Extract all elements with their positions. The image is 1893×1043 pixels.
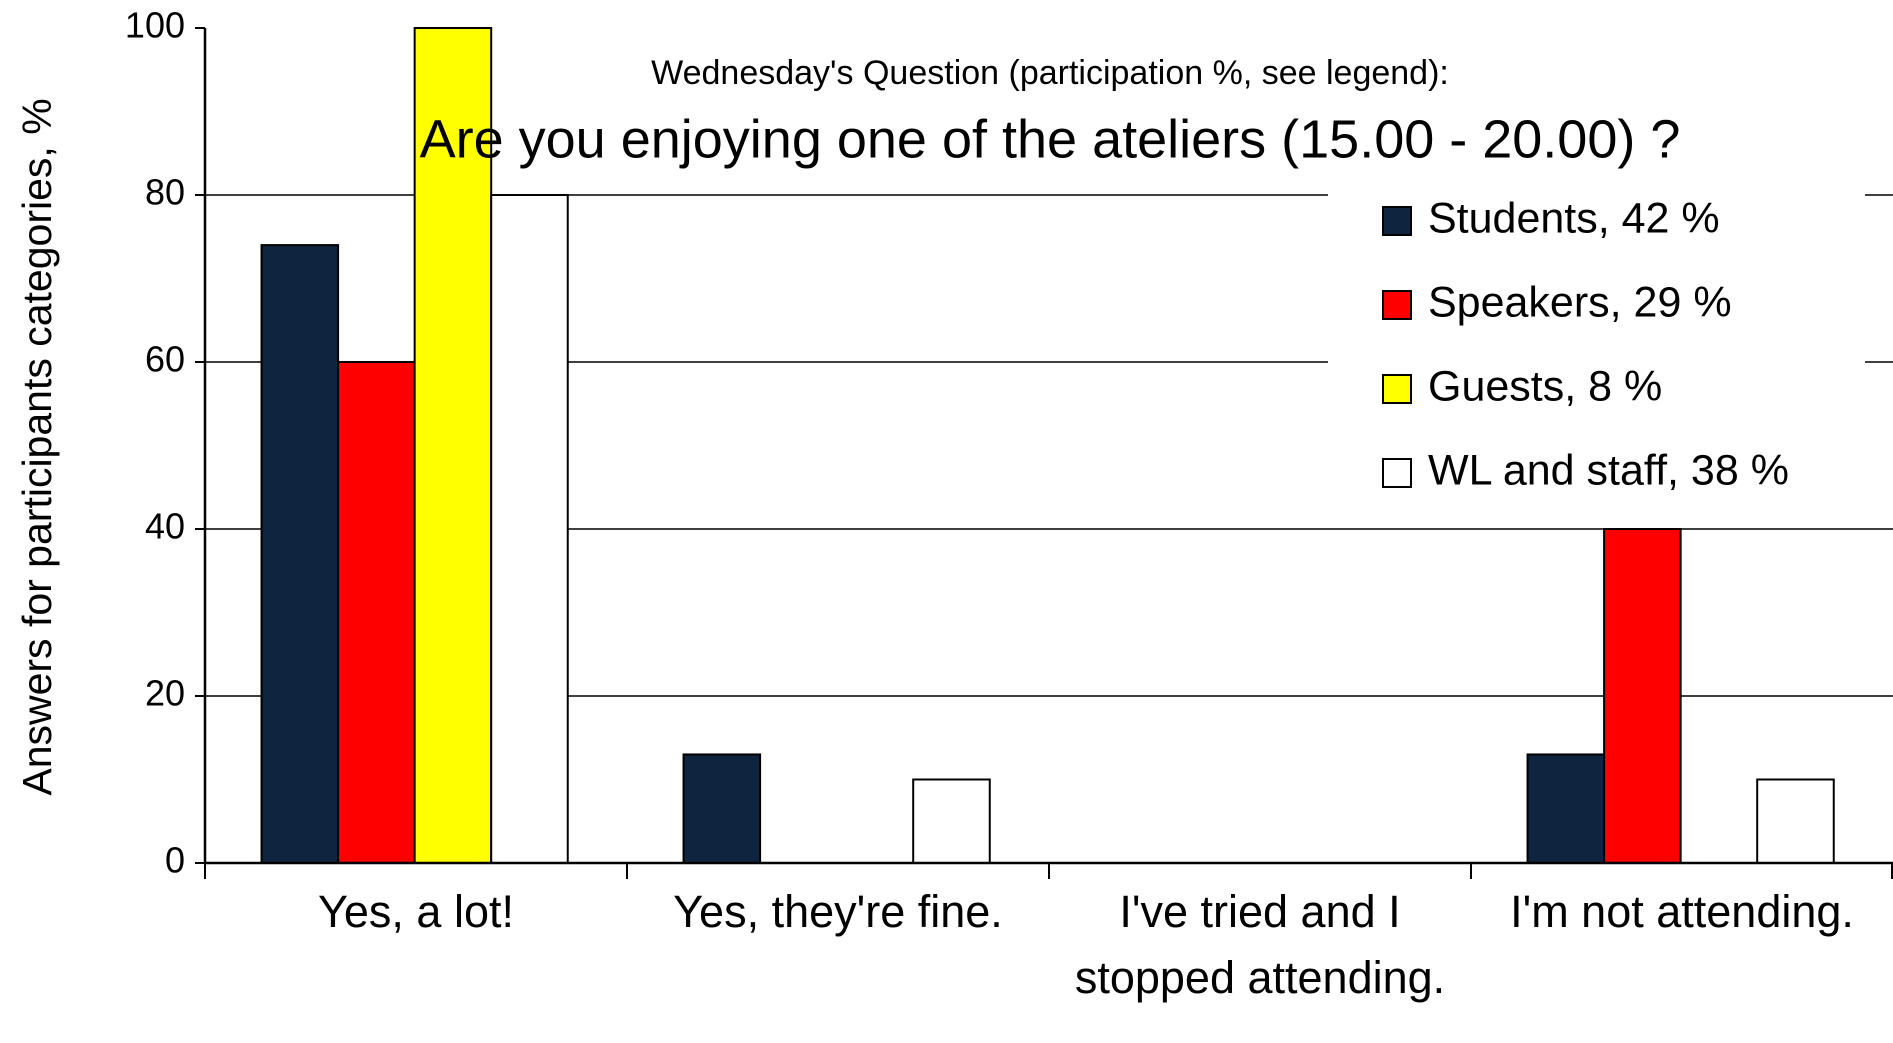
bar xyxy=(912,778,991,864)
x-tick-label-line: I've tried and I xyxy=(1119,886,1400,937)
x-tick-label: I've tried and I stopped attending. xyxy=(1075,886,1445,1003)
y-tick-label: 100 xyxy=(125,5,185,46)
chart-subtitle: Wednesday's Question (participation %, s… xyxy=(651,54,1449,92)
legend: Students, 42 % Speakers, 29 % Guests, 8 % W… xyxy=(1328,182,1865,510)
legend-box xyxy=(1328,182,1865,510)
y-tick-label: 0 xyxy=(165,840,185,881)
bar xyxy=(1603,528,1682,864)
x-tick-label: I'm not attending. xyxy=(1510,886,1854,937)
y-tick-label: 60 xyxy=(145,339,185,380)
y-tick-label: 80 xyxy=(145,172,185,213)
bar xyxy=(490,194,569,864)
legend-label: WL and staff, 38 % xyxy=(1428,446,1789,494)
bar xyxy=(413,27,493,864)
bar xyxy=(260,244,340,865)
chart-title: Are you enjoying one of the ateliers (15… xyxy=(420,109,1681,169)
legend-label: Guests, 8 % xyxy=(1428,362,1662,410)
legend-swatch xyxy=(1382,374,1412,404)
bar xyxy=(1526,753,1606,865)
bars xyxy=(260,27,1835,865)
bar xyxy=(682,753,762,865)
bar xyxy=(337,361,416,864)
x-tick-label-line: stopped attending. xyxy=(1075,952,1445,1003)
legend-label: Students, 42 % xyxy=(1428,194,1720,242)
legend-swatch xyxy=(1382,206,1412,236)
y-tick-label: 40 xyxy=(145,506,185,547)
x-tick-label: Yes, they're fine. xyxy=(673,886,1003,937)
bar xyxy=(1756,778,1835,864)
legend-label: Speakers, 29 % xyxy=(1428,278,1732,326)
y-axis-label: Answers for participants categories, % xyxy=(14,98,60,795)
x-tick-label: Yes, a lot! xyxy=(318,886,514,937)
legend-swatch xyxy=(1382,290,1412,320)
axes: 0 20 40 60 80 100 Yes, a lot! Yes, they're fine… xyxy=(125,5,1893,1003)
y-tick-label: 20 xyxy=(145,673,185,714)
legend-swatch xyxy=(1382,458,1412,488)
